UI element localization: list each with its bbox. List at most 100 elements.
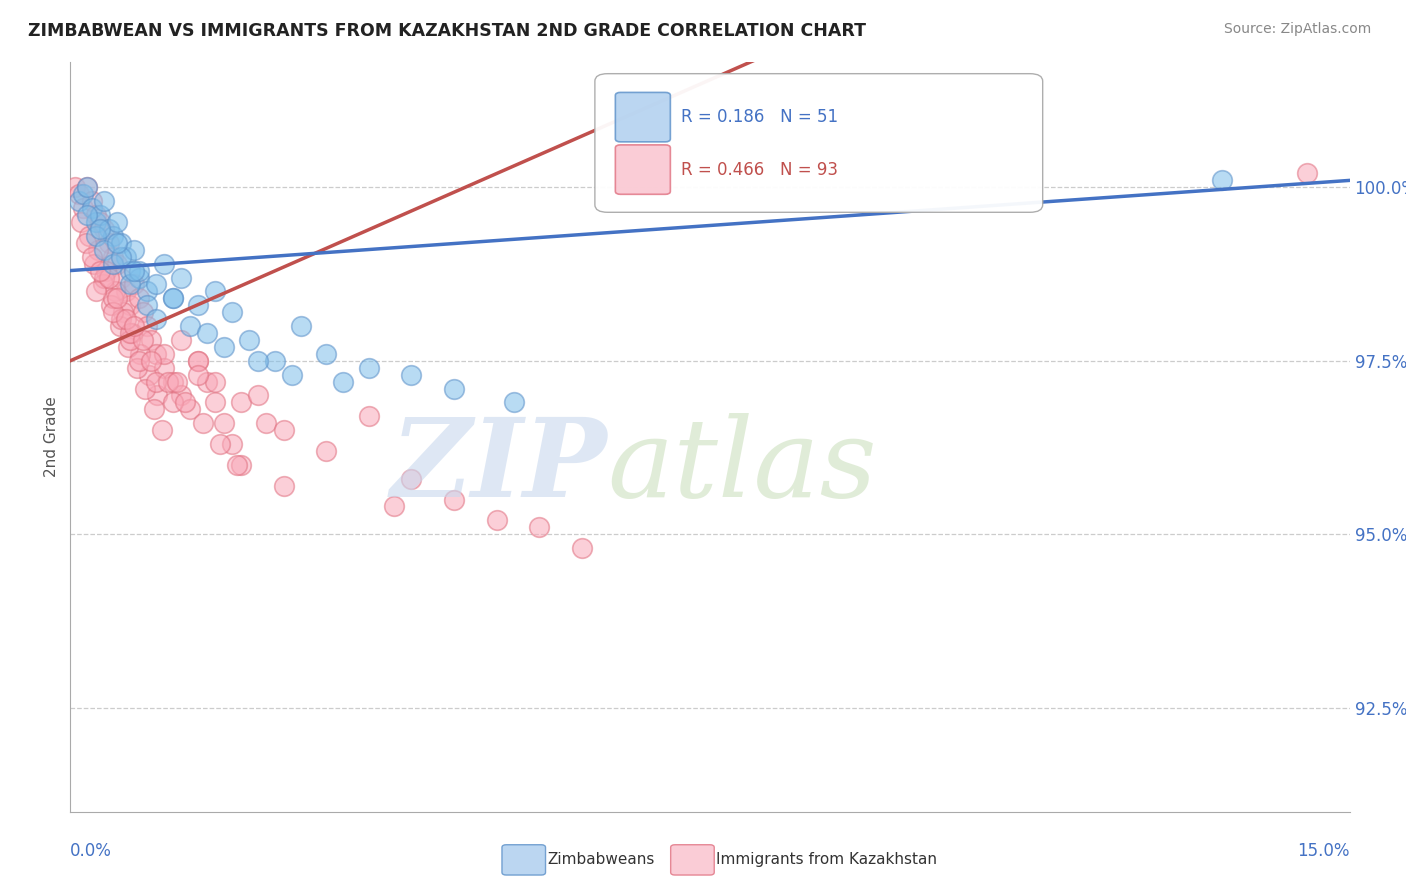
Point: [357, 360, 380, 375]
Point: [162, 291, 184, 305]
Point: [69, 215, 91, 229]
Point: [221, 437, 243, 451]
Point: [93, 243, 115, 257]
FancyBboxPatch shape: [616, 145, 671, 194]
Point: [136, 285, 159, 299]
Point: [128, 291, 150, 305]
Point: [118, 277, 141, 292]
FancyBboxPatch shape: [595, 74, 1043, 212]
Point: [264, 353, 287, 368]
Point: [1296, 166, 1319, 180]
Point: [1211, 173, 1233, 187]
Point: [112, 305, 135, 319]
Point: [208, 437, 231, 451]
Point: [138, 368, 160, 382]
Point: [110, 312, 132, 326]
Point: [443, 382, 465, 396]
Point: [110, 235, 132, 250]
Point: [76, 180, 98, 194]
Point: [76, 180, 98, 194]
Point: [146, 388, 169, 402]
Point: [101, 291, 124, 305]
Point: [174, 395, 197, 409]
Point: [204, 375, 226, 389]
Point: [89, 208, 111, 222]
Point: [315, 347, 337, 361]
Text: 0.0%: 0.0%: [70, 842, 112, 860]
Point: [153, 360, 176, 375]
Point: [80, 250, 103, 264]
Point: [129, 347, 152, 361]
Point: [125, 360, 148, 375]
Point: [212, 416, 235, 430]
Point: [187, 353, 209, 368]
Point: [153, 347, 176, 361]
Point: [136, 298, 159, 312]
Point: [187, 368, 209, 382]
Point: [401, 472, 423, 486]
Point: [357, 409, 380, 424]
Text: R = 0.186   N = 51: R = 0.186 N = 51: [681, 108, 838, 126]
Point: [145, 347, 167, 361]
Point: [141, 353, 163, 368]
Point: [100, 298, 122, 312]
Point: [145, 277, 167, 292]
Point: [89, 263, 111, 277]
Point: [89, 215, 111, 229]
Point: [134, 382, 156, 396]
Point: [170, 333, 193, 347]
Point: [204, 285, 226, 299]
Point: [124, 319, 146, 334]
Point: [84, 208, 107, 222]
Point: [84, 228, 107, 243]
Point: [225, 458, 247, 472]
Text: 15.0%: 15.0%: [1298, 842, 1350, 860]
Point: [179, 319, 201, 334]
Point: [229, 458, 252, 472]
Point: [94, 263, 117, 277]
Point: [110, 270, 132, 285]
Point: [152, 423, 174, 437]
Point: [315, 444, 337, 458]
Point: [121, 326, 143, 340]
Point: [118, 333, 141, 347]
Point: [443, 492, 465, 507]
Y-axis label: 2nd Grade: 2nd Grade: [44, 397, 59, 477]
Point: [93, 222, 115, 236]
Point: [571, 541, 593, 555]
Point: [212, 340, 235, 354]
Text: ZIMBABWEAN VS IMMIGRANTS FROM KAZAKHSTAN 2ND GRADE CORRELATION CHART: ZIMBABWEAN VS IMMIGRANTS FROM KAZAKHSTAN…: [28, 22, 866, 40]
Text: Immigrants from Kazakhstan: Immigrants from Kazakhstan: [716, 853, 936, 867]
Point: [84, 215, 107, 229]
Point: [246, 388, 269, 402]
Point: [153, 257, 176, 271]
Point: [273, 478, 295, 492]
Point: [195, 375, 218, 389]
Text: atlas: atlas: [607, 413, 877, 521]
Point: [114, 250, 136, 264]
Point: [118, 326, 141, 340]
Point: [187, 353, 209, 368]
Point: [72, 201, 94, 215]
Point: [105, 215, 128, 229]
Point: [89, 222, 111, 236]
Point: [238, 333, 260, 347]
Point: [128, 353, 150, 368]
Point: [97, 222, 120, 236]
Point: [187, 298, 209, 312]
Text: Source: ZipAtlas.com: Source: ZipAtlas.com: [1223, 22, 1371, 37]
Point: [204, 395, 226, 409]
Point: [290, 319, 312, 334]
Point: [145, 375, 167, 389]
Point: [128, 270, 150, 285]
Point: [136, 319, 159, 334]
Point: [401, 368, 423, 382]
Point: [63, 180, 86, 194]
Text: R = 0.466   N = 93: R = 0.466 N = 93: [681, 161, 838, 178]
Point: [141, 333, 163, 347]
Point: [93, 194, 115, 209]
Point: [485, 513, 508, 527]
Point: [124, 277, 146, 292]
Point: [246, 353, 269, 368]
Point: [105, 291, 128, 305]
